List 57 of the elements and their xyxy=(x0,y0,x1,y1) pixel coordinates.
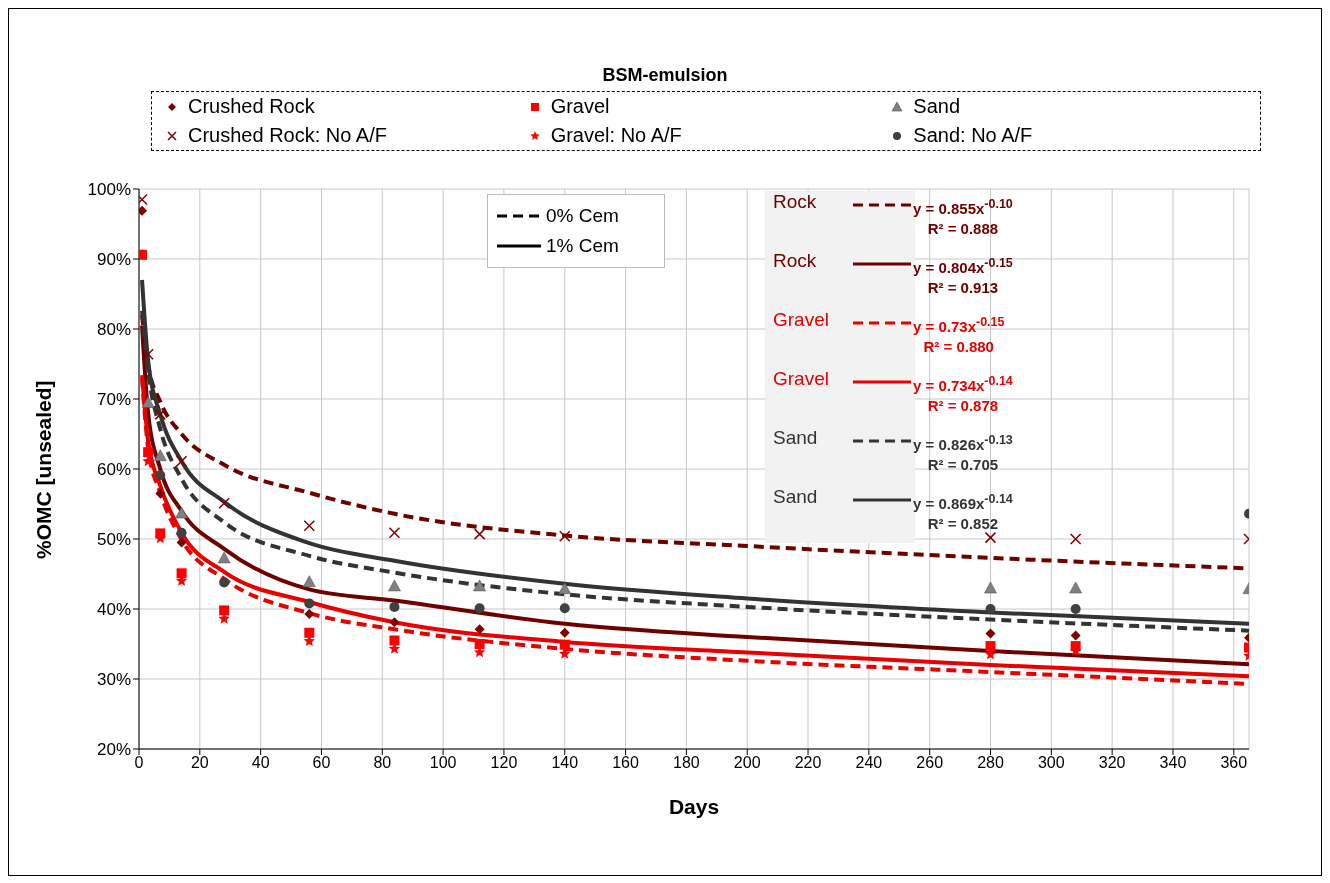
annotation: y = 0.734x$^{-0.14}$ xyxy=(913,373,1013,396)
x-tick-label: 40 xyxy=(251,754,270,772)
y-tick-label: 100% xyxy=(87,180,131,200)
y-tick-label: 90% xyxy=(96,250,131,270)
annotation: R² = 0.852 xyxy=(926,514,1000,534)
x-tick-label: 260 xyxy=(916,754,944,772)
y-tick-label: 60% xyxy=(96,460,131,480)
text: Rock xyxy=(772,250,818,272)
annotation: R² = 0.880 xyxy=(922,337,995,357)
legend-label: Gravel: No A/F xyxy=(550,124,682,147)
legend-label: Gravel xyxy=(550,95,610,118)
x-axis-title: Days xyxy=(668,795,720,818)
legend-label: Crushed Rock xyxy=(188,95,315,118)
text: Sand xyxy=(772,427,819,449)
annotation: R² = 0.705 xyxy=(926,455,1000,475)
x-tick-label: 220 xyxy=(794,754,822,772)
y-tick-label: 20% xyxy=(96,740,131,760)
text: Gravel xyxy=(772,368,830,390)
x-tick-label: 280 xyxy=(977,754,1004,772)
annotation: 1% Cem xyxy=(546,235,619,257)
x-tick-label: 80 xyxy=(373,754,392,772)
text: Gravel xyxy=(772,309,830,331)
x-tick-label: 300 xyxy=(1037,754,1065,772)
x-tick-label: 160 xyxy=(612,754,640,772)
y-tick-label: 40% xyxy=(96,600,131,620)
x-tick-label: 60 xyxy=(312,754,331,772)
legend-label: Sand: No A/F xyxy=(913,124,1033,147)
x-tick-label: 20 xyxy=(190,754,209,772)
annotation: y = 0.73x$^{-0.15}$ xyxy=(913,314,1005,337)
x-tick-label: 320 xyxy=(1098,754,1126,772)
annotation: y = 0.855x$^{-0.10}$ xyxy=(913,196,1013,219)
x-tick-label: 340 xyxy=(1159,754,1187,772)
x-tick-label: 100 xyxy=(429,754,457,772)
annotation: y = 0.826x$^{-0.13}$ xyxy=(913,432,1013,455)
x-tick-label: 180 xyxy=(673,754,700,772)
annotation: y = 0.869x$^{-0.14}$ xyxy=(913,491,1013,514)
annotation: R² = 0.888 xyxy=(926,219,1000,239)
annotation: R² = 0.913 xyxy=(926,278,1000,298)
text: Sand xyxy=(772,486,819,508)
y-tick-label: 50% xyxy=(96,530,131,550)
x-tick-label: 360 xyxy=(1220,754,1248,772)
x-tick-label: 120 xyxy=(490,754,518,772)
y-tick-label: 70% xyxy=(96,390,131,410)
x-tick-label: 240 xyxy=(855,754,883,772)
legend-label: Sand xyxy=(913,95,961,118)
text: Rock xyxy=(772,191,818,213)
x-tick-label: 200 xyxy=(733,754,761,772)
chart-title: BSM-emulsion xyxy=(601,65,729,86)
x-tick-label: 140 xyxy=(551,754,579,772)
annotation: 0% Cem xyxy=(546,205,619,227)
annotation: R² = 0.878 xyxy=(926,396,1000,416)
y-tick-label: 80% xyxy=(96,320,131,340)
annotation: y = 0.804x$^{-0.15}$ xyxy=(913,255,1013,278)
legend-label: Crushed Rock: No A/F xyxy=(188,124,387,147)
x-tick-label: 0 xyxy=(134,754,144,772)
y-axis-title: %OMC [unsealed] xyxy=(32,380,56,559)
y-tick-label: 30% xyxy=(96,670,131,690)
